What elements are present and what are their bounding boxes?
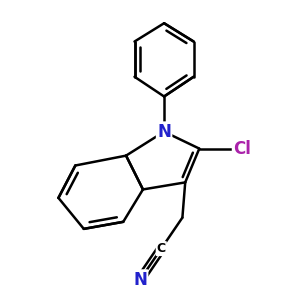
Text: N: N: [157, 123, 171, 141]
Text: Cl: Cl: [233, 140, 251, 158]
Text: C: C: [157, 242, 166, 255]
Text: N: N: [133, 271, 147, 289]
